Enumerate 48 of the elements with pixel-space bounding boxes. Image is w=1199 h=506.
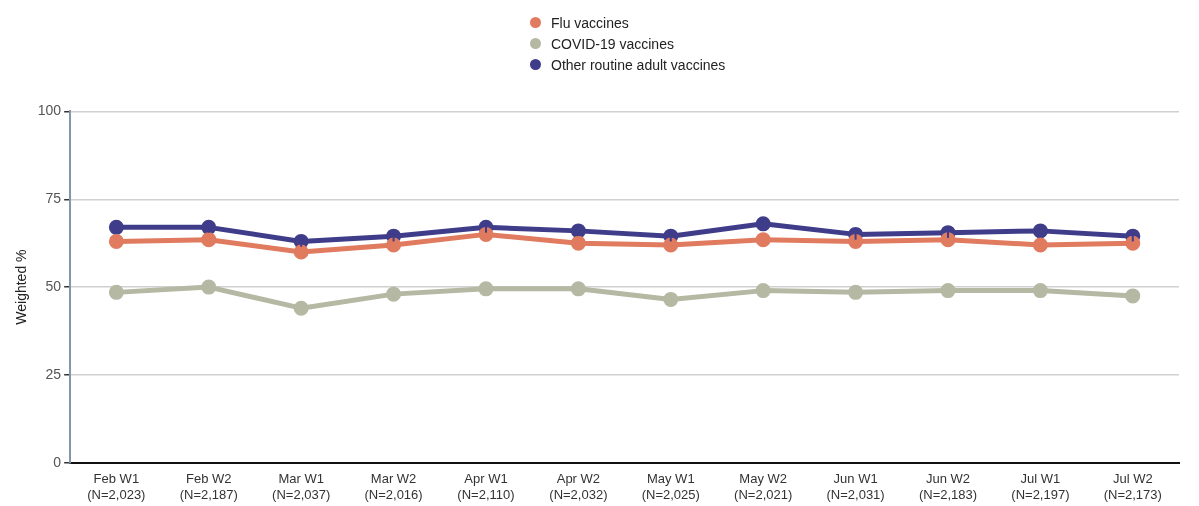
point [201, 232, 217, 248]
x-tick-label: Jul W2 (N=2,173) [1103, 471, 1162, 502]
point [108, 233, 124, 249]
point [478, 281, 494, 297]
x-tick-label: Feb W1 (N=2,023) [87, 471, 146, 502]
point [1125, 235, 1141, 251]
point [755, 216, 771, 232]
point [755, 232, 771, 248]
x-tick-label: May W2 (N=2,021) [734, 471, 793, 502]
x-tick-label: Mar W2 (N=2,016) [364, 471, 423, 502]
y-tick-label: 50 [45, 277, 62, 294]
point [386, 286, 402, 302]
point [755, 283, 771, 299]
y-tick-label: 25 [45, 365, 62, 382]
y-tick-label: 100 [37, 102, 62, 119]
point [201, 279, 217, 295]
x-tick-label: Jul W1 (N=2,197) [1011, 471, 1070, 502]
point [108, 284, 124, 300]
point [1032, 237, 1048, 253]
y-tick-label: 0 [53, 453, 62, 470]
point [570, 281, 586, 297]
x-tick-label: Apr W2 (N=2,032) [549, 471, 608, 502]
point [1032, 283, 1048, 299]
x-tick-label: May W1 (N=2,025) [641, 471, 700, 502]
x-tick-label: Mar W1 (N=2,037) [272, 471, 331, 502]
legend-label: Other routine adult vaccines [551, 56, 726, 73]
point [201, 219, 217, 235]
point [386, 237, 402, 253]
legend-label: COVID-19 vaccines [551, 35, 674, 52]
point [663, 237, 679, 253]
x-tick-label: Jun W2 (N=2,183) [918, 471, 978, 502]
point [940, 232, 956, 248]
x-tick-label: Feb W2 (N=2,187) [179, 471, 238, 502]
point [570, 223, 586, 239]
y-axis-title: Weighted % [13, 249, 30, 325]
point [570, 235, 586, 251]
x-tick-label: Apr W1 (N=2,110) [457, 471, 515, 502]
point [108, 219, 124, 235]
legend-label: Flu vaccines [551, 14, 629, 31]
point [293, 244, 309, 260]
point [1125, 288, 1141, 304]
point [293, 300, 309, 316]
point [1032, 223, 1048, 239]
x-tick-label: Jun W1 (N=2,031) [826, 471, 885, 502]
y-tick-label: 75 [45, 190, 62, 207]
point [663, 291, 679, 307]
point [940, 283, 956, 299]
point [848, 284, 864, 300]
